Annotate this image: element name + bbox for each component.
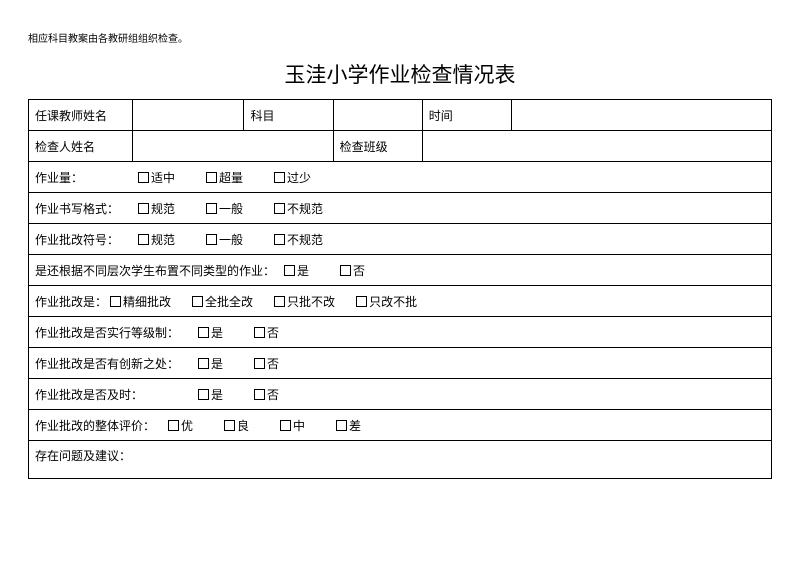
table-row: 作业批改的整体评价： 优 良 中 差: [29, 410, 772, 441]
symbol-opt1[interactable]: 规范: [138, 231, 175, 248]
subject-label: 科目: [244, 100, 333, 131]
marking-symbol-label: 作业批改符号：: [35, 231, 135, 248]
checkbox-icon: [254, 327, 265, 338]
class-label: 检查班级: [333, 131, 422, 162]
workload-label: 作业量：: [35, 169, 135, 186]
innov-opt2[interactable]: 否: [254, 355, 279, 372]
checkbox-icon: [138, 234, 149, 245]
subject-value: [333, 100, 422, 131]
eval-opt3[interactable]: 中: [280, 417, 305, 434]
timely-label: 作业批改是否及时：: [35, 386, 195, 403]
symbol-opt3[interactable]: 不规范: [274, 231, 323, 248]
grade-opt1[interactable]: 是: [198, 324, 223, 341]
table-row: 存在问题及建议：: [29, 441, 772, 479]
mark-opt4[interactable]: 只改不批: [356, 293, 417, 310]
checkbox-icon: [254, 389, 265, 400]
innovation-row: 作业批改是否有创新之处： 是 否: [29, 348, 772, 379]
workload-row: 作业量： 适中 超量 过少: [29, 162, 772, 193]
differentiated-row: 是还根据不同层次学生布置不同类型的作业： 是 否: [29, 255, 772, 286]
checkbox-icon: [336, 420, 347, 431]
writing-format-label: 作业书写格式：: [35, 200, 135, 217]
writing-opt1[interactable]: 规范: [138, 200, 175, 217]
checkbox-icon: [198, 327, 209, 338]
time-value: [511, 100, 771, 131]
page-title: 玉洼小学作业检查情况表: [28, 59, 772, 89]
eval-opt1[interactable]: 优: [168, 417, 193, 434]
checkbox-icon: [280, 420, 291, 431]
table-row: 作业批改是否及时： 是 否: [29, 379, 772, 410]
table-row: 作业批改是否有创新之处： 是 否: [29, 348, 772, 379]
grade-opt2[interactable]: 否: [254, 324, 279, 341]
checkbox-icon: [110, 296, 121, 307]
time-label: 时间: [422, 100, 511, 131]
writing-format-row: 作业书写格式： 规范 一般 不规范: [29, 193, 772, 224]
table-row: 任课教师姓名 科目 时间: [29, 100, 772, 131]
eval-opt2[interactable]: 良: [224, 417, 249, 434]
checkbox-icon: [274, 234, 285, 245]
table-row: 作业批改是否实行等级制： 是 否: [29, 317, 772, 348]
innovation-label: 作业批改是否有创新之处：: [35, 355, 195, 372]
workload-opt3[interactable]: 过少: [274, 169, 311, 186]
diff-opt2[interactable]: 否: [340, 262, 365, 279]
checkbox-icon: [206, 234, 217, 245]
checkbox-icon: [274, 296, 285, 307]
diff-opt1[interactable]: 是: [284, 262, 309, 279]
checkbox-icon: [274, 172, 285, 183]
checkbox-icon: [198, 358, 209, 369]
innov-opt1[interactable]: 是: [198, 355, 223, 372]
inspection-table: 任课教师姓名 科目 时间 检查人姓名 检查班级 作业量： 适中 超量 过少 作业…: [28, 99, 772, 479]
mark-opt1[interactable]: 精细批改: [110, 293, 171, 310]
checkbox-icon: [356, 296, 367, 307]
table-row: 作业书写格式： 规范 一般 不规范: [29, 193, 772, 224]
checkbox-icon: [198, 389, 209, 400]
overall-eval-label: 作业批改的整体评价：: [35, 417, 165, 434]
marking-symbol-row: 作业批改符号： 规范 一般 不规范: [29, 224, 772, 255]
workload-opt1[interactable]: 适中: [138, 169, 175, 186]
checkbox-icon: [254, 358, 265, 369]
checkbox-icon: [138, 172, 149, 183]
differentiated-label: 是还根据不同层次学生布置不同类型的作业：: [35, 264, 275, 278]
mark-opt3[interactable]: 只批不改: [274, 293, 335, 310]
checkbox-icon: [340, 265, 351, 276]
timely-opt2[interactable]: 否: [254, 386, 279, 403]
grading-system-label: 作业批改是否实行等级制：: [35, 324, 195, 341]
timely-row: 作业批改是否及时： 是 否: [29, 379, 772, 410]
checkbox-icon: [274, 203, 285, 214]
issues-row: 存在问题及建议：: [29, 441, 772, 479]
workload-opt2[interactable]: 超量: [206, 169, 243, 186]
table-row: 作业批改符号： 规范 一般 不规范: [29, 224, 772, 255]
checkbox-icon: [224, 420, 235, 431]
teacher-name-value: [133, 100, 244, 131]
mark-opt2[interactable]: 全批全改: [192, 293, 253, 310]
table-row: 作业量： 适中 超量 过少: [29, 162, 772, 193]
eval-opt4[interactable]: 差: [336, 417, 361, 434]
marking-type-label: 作业批改是：: [35, 295, 107, 309]
checkbox-icon: [206, 203, 217, 214]
checkbox-icon: [284, 265, 295, 276]
checkbox-icon: [192, 296, 203, 307]
table-row: 检查人姓名 检查班级: [29, 131, 772, 162]
writing-opt2[interactable]: 一般: [206, 200, 243, 217]
writing-opt3[interactable]: 不规范: [274, 200, 323, 217]
symbol-opt2[interactable]: 一般: [206, 231, 243, 248]
header-note: 相应科目教案由各教研组组织检查。: [28, 30, 772, 45]
teacher-name-label: 任课教师姓名: [29, 100, 133, 131]
grading-system-row: 作业批改是否实行等级制： 是 否: [29, 317, 772, 348]
class-value: [422, 131, 771, 162]
table-row: 是还根据不同层次学生布置不同类型的作业： 是 否: [29, 255, 772, 286]
inspector-name-value: [133, 131, 334, 162]
overall-eval-row: 作业批改的整体评价： 优 良 中 差: [29, 410, 772, 441]
checkbox-icon: [206, 172, 217, 183]
checkbox-icon: [138, 203, 149, 214]
issues-label: 存在问题及建议：: [35, 449, 131, 463]
timely-opt1[interactable]: 是: [198, 386, 223, 403]
checkbox-icon: [168, 420, 179, 431]
marking-type-row: 作业批改是： 精细批改 全批全改 只批不改 只改不批: [29, 286, 772, 317]
inspector-name-label: 检查人姓名: [29, 131, 133, 162]
table-row: 作业批改是： 精细批改 全批全改 只批不改 只改不批: [29, 286, 772, 317]
